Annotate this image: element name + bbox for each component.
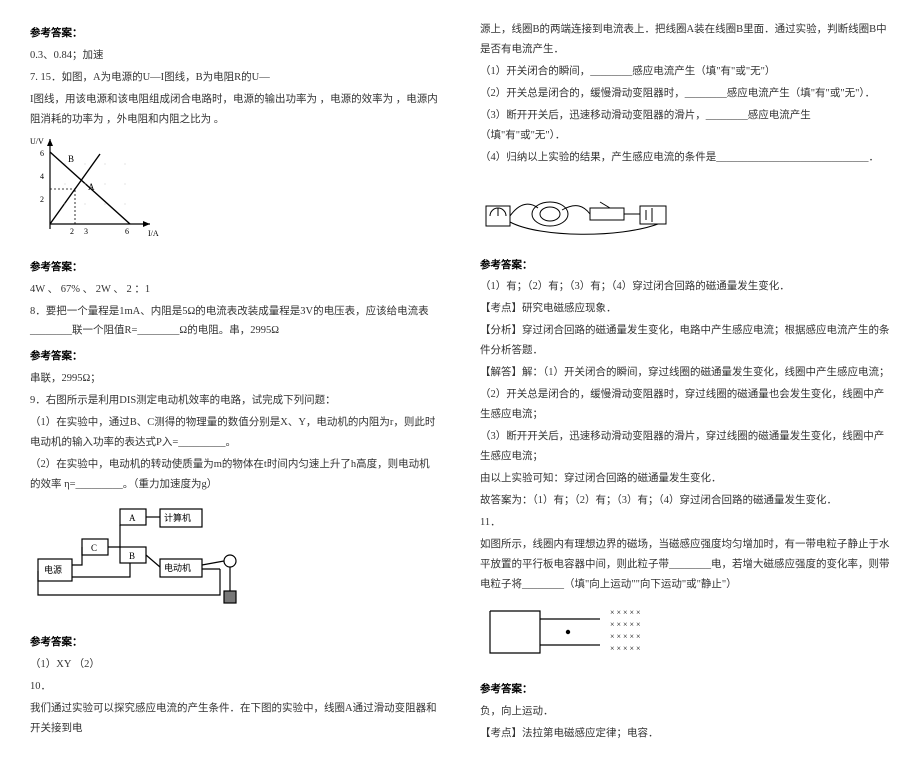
- answer-8-text: 串联，2995Ω；: [30, 369, 440, 389]
- answer-10-jd5: 故答案为：（1）有；（2）有；（3）有；（4）穿过闭合回路的磁通量发生变化．: [480, 491, 890, 511]
- question-9-a: 9．右图所示是利用DIS测定电动机效率的电路，试完成下列问题：: [30, 391, 440, 411]
- svg-text:4: 4: [40, 172, 44, 181]
- box-a-label: A: [129, 513, 136, 523]
- svg-text:× × × × ×: × × × × ×: [610, 644, 641, 653]
- svg-text:3: 3: [84, 227, 88, 236]
- q11-diagram: × × × × × × × × × × × × × × × × × × × ×: [480, 599, 890, 675]
- motor-label: 电动机: [164, 562, 191, 573]
- answer-9-text: （1）XY （2）: [30, 655, 440, 675]
- answer-10-jd4: 由以上实验可知：穿过闭合回路的磁通量发生变化．: [480, 469, 890, 489]
- computer-label: 计算机: [164, 512, 191, 523]
- i-axis-label: I/A: [148, 229, 159, 238]
- answer-label: 参考答案：: [30, 24, 440, 44]
- line-b-label: B: [68, 154, 74, 164]
- answer-label: 参考答案：: [30, 258, 440, 278]
- question-10-intro: 我们通过实验可以探究感应电流的产生条件．在下图的实验中，线圈A通过滑动变阻器和开…: [30, 699, 440, 739]
- question-10-2: （2）开关总是闭合的，缓慢滑动变阻器时，________感应电流产生（填"有"或…: [480, 84, 890, 104]
- answer-10-fx: 【分析】穿过闭合回路的磁通量发生变化，电路中产生感应电流；根据感应电流产生的条件…: [480, 321, 890, 361]
- answer-label: 参考答案：: [480, 680, 890, 700]
- question-10-num: 10．: [30, 677, 440, 697]
- answer-10-jd3: （3）断开开关后，迅速移动滑动变阻器的滑片，穿过线圈的磁通量发生变化，线圈中产生…: [480, 427, 890, 467]
- psu-label: 电源: [44, 564, 62, 575]
- answer-label: 参考答案：: [480, 256, 890, 276]
- ui-graph: 2 3 6 I/A 2 4 6 U/V A B: [30, 134, 440, 252]
- line-a-label: A: [88, 182, 95, 192]
- question-11-body: 如图所示，线圈内有理想边界的磁场，当磁感应强度均匀增加时，有一带电粒子静止于水平…: [480, 535, 890, 595]
- left-column: 参考答案： 0.3、0.84；加速 7. 15．如图，A为电源的U—I图线，B为…: [30, 18, 440, 746]
- svg-text:2: 2: [40, 195, 44, 204]
- right-column: 源上，线圈B的两端连接到电流表上．把线圈A装在线圈B里面．通过实验，判断线圈B中…: [480, 18, 890, 746]
- question-10-4: （4）归纳以上实验的结果，产生感应电流的条件是_________________…: [480, 148, 890, 168]
- question-10-cont: 源上，线圈B的两端连接到电流表上．把线圈A装在线圈B里面．通过实验，判断线圈B中…: [480, 20, 890, 60]
- svg-text:6: 6: [125, 227, 129, 236]
- answer-10-a: （1）有；（2）有；（3）有；（4）穿过闭合回路的磁通量发生变化．: [480, 277, 890, 297]
- question-8: 8．要把一个量程是1mA、内阻是5Ω的电流表改装成量程是3V的电压表，应该给电流…: [30, 302, 440, 342]
- answer-11-kd: 【考点】法拉第电磁感应定律；电容．: [480, 724, 890, 744]
- question-11-num: 11．: [480, 513, 890, 533]
- u-axis-label: U/V: [30, 137, 44, 146]
- question-9-b: （1）在实验中，通过B、C测得的物理量的数值分别是X、Y，电动机的内阻为r，则此…: [30, 413, 440, 453]
- question-10-1: （1）开关闭合的瞬间，________感应电流产生（填"有"或"无"）: [480, 62, 890, 82]
- question-7-line2: I图线，用该电源和该电阻组成闭合电路时，电源的输出功率为 ，电源的效率为 ，电源…: [30, 90, 440, 130]
- question-9-c: （2）在实验中，电动机的转动使质量为m的物体在t时间内匀速上升了h高度，则电动机…: [30, 455, 440, 495]
- answer-10-jd1: 【解答】解：（1）开关闭合的瞬间，穿过线圈的磁通量发生变化，线圈中产生感应电流；: [480, 363, 890, 383]
- box-c-label: C: [91, 543, 97, 553]
- svg-text:× × × × ×: × × × × ×: [610, 632, 641, 641]
- dis-circuit-diagram: A B C 计算机 电动机 电源: [30, 499, 440, 627]
- svg-text:× × × × ×: × × × × ×: [610, 620, 641, 629]
- answer-label: 参考答案：: [30, 633, 440, 653]
- svg-text:2: 2: [70, 227, 74, 236]
- answer-7-text: 4W 、 67% 、 2W 、 2 ：1: [30, 280, 440, 300]
- svg-text:× × × × ×: × × × × ×: [610, 608, 641, 617]
- answer-11-a: 负，向上运动．: [480, 702, 890, 722]
- box-b-label: B: [129, 551, 135, 561]
- apparatus-sketch: [480, 172, 890, 250]
- answer-10-kd: 【考点】研究电磁感应现象．: [480, 299, 890, 319]
- answer-10-jd2: （2）开关总是闭合的，缓慢滑动变阻器时，穿过线圈的磁通量也会发生变化，线圈中产生…: [480, 385, 890, 425]
- answer-text: 0.3、0.84；加速: [30, 46, 440, 66]
- question-7-line1: 7. 15．如图，A为电源的U—I图线，B为电阻R的U—: [30, 68, 440, 88]
- svg-text:6: 6: [40, 149, 44, 158]
- question-10-3: （3）断开开关后，迅速移动滑动变阻器的滑片，________感应电流产生（填"有…: [480, 106, 890, 146]
- answer-label: 参考答案：: [30, 347, 440, 367]
